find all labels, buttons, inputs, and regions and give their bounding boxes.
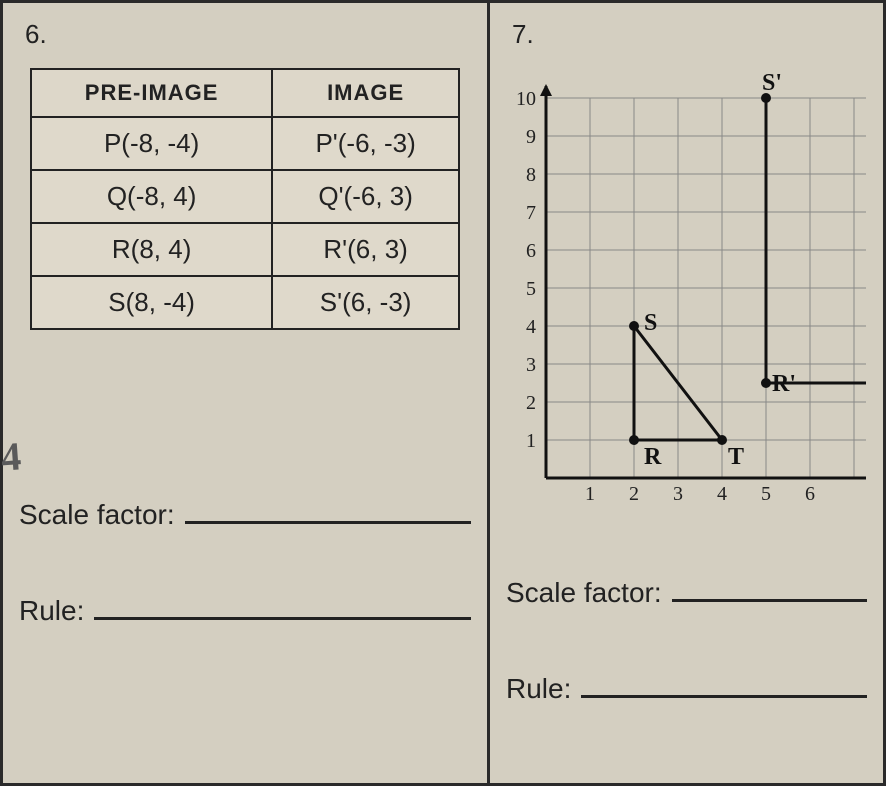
cell: Q'(-6, 3) xyxy=(272,170,459,223)
svg-text:8: 8 xyxy=(526,164,536,186)
svg-text:6: 6 xyxy=(805,483,815,505)
coordinate-table: PRE-IMAGE IMAGE P(-8, -4) P'(-6, -3) Q(-… xyxy=(30,68,460,330)
svg-text:5: 5 xyxy=(761,483,771,505)
svg-text:T: T xyxy=(728,444,744,470)
table-header-preimage: PRE-IMAGE xyxy=(31,69,272,117)
table-row: R(8, 4) R'(6, 3) xyxy=(31,223,459,276)
rule-blank[interactable] xyxy=(581,665,867,699)
table-row: Q(-8, 4) Q'(-6, 3) xyxy=(31,170,459,223)
coordinate-graph: 1 2 3 4 5 6 1 2 3 4 5 6 7 8 9 10 S R T S' R' xyxy=(506,68,866,508)
svg-text:R: R xyxy=(644,444,662,470)
scale-factor-line: Scale factor: xyxy=(506,568,867,609)
scale-factor-blank[interactable] xyxy=(672,568,867,602)
svg-text:1: 1 xyxy=(585,483,595,505)
scale-factor-blank[interactable] xyxy=(185,490,471,524)
svg-text:4: 4 xyxy=(717,483,727,505)
rule-blank[interactable] xyxy=(94,587,471,621)
rule-line: Rule: xyxy=(506,665,867,706)
rule-label: Rule: xyxy=(19,595,84,627)
cell: P(-8, -4) xyxy=(31,117,272,170)
question-6-panel: 6. PRE-IMAGE IMAGE P(-8, -4) P'(-6, -3) … xyxy=(0,0,490,786)
cell: R'(6, 3) xyxy=(272,223,459,276)
svg-text:7: 7 xyxy=(526,202,536,224)
scale-factor-line: Scale factor: xyxy=(19,490,471,531)
rule-label: Rule: xyxy=(506,673,571,705)
svg-text:R': R' xyxy=(772,371,796,397)
rule-line: Rule: xyxy=(19,587,471,628)
svg-text:S: S xyxy=(644,310,657,336)
question-7-panel: 7. 1 2 3 4 5 6 1 2 3 4 5 6 7 8 9 10 S R T S' R' Scale factor… xyxy=(490,0,886,786)
svg-text:5: 5 xyxy=(526,278,536,300)
svg-text:4: 4 xyxy=(526,316,536,338)
cell: R(8, 4) xyxy=(31,223,272,276)
table-row: S(8, -4) S'(6, -3) xyxy=(31,276,459,329)
svg-text:6: 6 xyxy=(526,240,536,262)
svg-text:2: 2 xyxy=(629,483,639,505)
svg-text:S': S' xyxy=(762,70,782,96)
question-number: 7. xyxy=(512,19,867,50)
handwritten-annotation: 4 xyxy=(0,432,23,480)
svg-text:9: 9 xyxy=(526,126,536,148)
svg-text:3: 3 xyxy=(673,483,683,505)
scale-factor-label: Scale factor: xyxy=(506,577,662,609)
svg-text:10: 10 xyxy=(516,88,536,110)
svg-text:3: 3 xyxy=(526,354,536,376)
cell: Q(-8, 4) xyxy=(31,170,272,223)
svg-text:1: 1 xyxy=(526,430,536,452)
table-row: P(-8, -4) P'(-6, -3) xyxy=(31,117,459,170)
svg-text:2: 2 xyxy=(526,392,536,414)
cell: P'(-6, -3) xyxy=(272,117,459,170)
question-number: 6. xyxy=(25,19,471,50)
cell: S'(6, -3) xyxy=(272,276,459,329)
graph-svg: 1 2 3 4 5 6 1 2 3 4 5 6 7 8 9 10 S R T S' R' xyxy=(506,68,866,508)
cell: S(8, -4) xyxy=(31,276,272,329)
table-header-image: IMAGE xyxy=(272,69,459,117)
scale-factor-label: Scale factor: xyxy=(19,499,175,531)
